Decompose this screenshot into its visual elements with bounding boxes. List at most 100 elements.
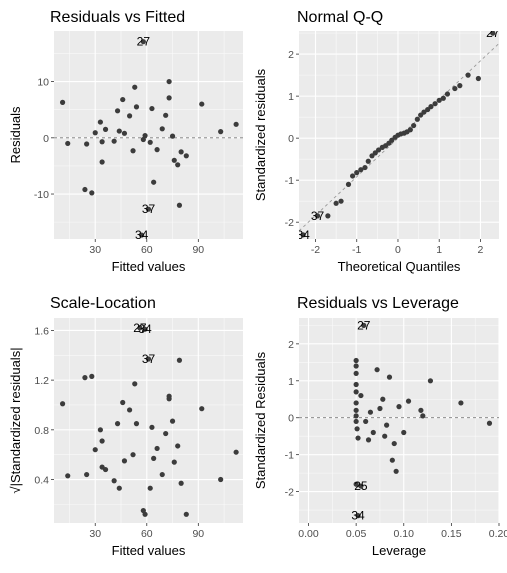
data-point [405,398,412,404]
data-point [457,83,463,89]
plot-background [54,31,243,239]
y-tick-label: -1 [285,175,294,187]
point-label: 27 [357,318,371,332]
data-point [159,471,165,478]
data-point [99,438,105,444]
data-point [365,158,371,164]
data-point [355,435,361,441]
data-point [84,471,90,478]
data-point [102,466,109,473]
data-point [370,429,376,436]
data-point [428,104,434,110]
data-point [140,136,146,143]
data-point [139,232,145,238]
data-point [175,443,181,449]
data-point [353,481,359,487]
data-point [353,389,359,395]
y-tick-label: 0 [288,413,294,425]
residuals-vs-fitted-panel: 30 60 90 -10 0 10 27 37 34 Residuals vs Fitted Fit… [8,9,243,274]
data-point [82,375,88,381]
data-point [176,357,183,363]
y-tick-label: -10 [34,189,49,201]
panel-title: Residuals vs Leverage [297,295,459,312]
data-point [354,426,360,432]
data-point [420,413,426,419]
data-point [163,430,169,437]
data-point [130,148,136,154]
data-point [130,452,136,458]
data-point [465,72,471,78]
data-point [414,116,420,122]
data-point [363,418,369,425]
x-tick-label: -2 [311,244,320,256]
data-point [132,381,138,387]
x-tick-label: 0 [395,244,401,256]
data-points: 27 25 34 [351,318,493,523]
data-point [440,95,446,101]
point-label: 34 [138,322,152,336]
x-tick-label: 60 [141,528,153,540]
data-point [89,373,95,379]
data-point [151,455,157,461]
x-axis-label: Leverage [372,543,426,558]
point-label: 27 [486,26,500,40]
data-point [121,458,128,464]
data-point [132,84,138,90]
data-point [380,396,386,402]
data-point [353,370,359,377]
data-point [145,206,152,212]
x-tick-label: 30 [89,244,101,256]
data-point [218,129,224,135]
data-point [475,75,481,82]
data-point [353,381,359,388]
data-point [382,433,388,439]
data-point [338,198,344,204]
data-point [407,127,413,133]
data-point [120,96,126,103]
data-point [325,213,331,219]
data-points: 27 37 34 [59,35,239,239]
data-point [233,449,239,455]
panel-title: Residuals vs Fitted [50,9,185,26]
y-axis-label: Residuals [8,106,23,164]
data-point [353,407,359,413]
data-point [137,325,143,331]
x-axis-label: Fitted values [112,543,186,558]
data-point [166,396,172,402]
point-label: 34 [351,509,365,523]
data-point [345,181,352,187]
point-label: 27 [133,321,147,335]
data-point [154,445,160,452]
x-tick-label: 30 [89,528,101,540]
data-point [362,164,368,171]
y-tick-label: -2 [285,217,294,229]
point-label: 37 [142,352,156,366]
point-label: 37 [311,209,325,223]
data-point [65,473,71,479]
data-point [183,153,189,159]
data-point [92,447,98,453]
data-point [175,162,181,168]
data-point [421,109,427,115]
panel-title: Normal Q-Q [297,9,383,26]
data-point [183,511,189,517]
data-point [142,326,148,332]
data-point [353,418,359,425]
data-point [102,126,109,132]
data-point [444,91,451,97]
data-point [199,101,205,107]
data-point [427,378,434,384]
y-tick-label: -2 [285,487,294,499]
y-tick-label: 2 [288,339,294,351]
data-point [354,170,360,176]
panel-title: Scale-Location [50,295,156,312]
data-point [300,232,306,238]
y-tick-label: 1 [288,91,294,103]
data-point [432,101,438,107]
data-point [111,478,117,484]
data-point [59,99,66,105]
data-point [418,407,424,413]
data-point [176,202,183,208]
